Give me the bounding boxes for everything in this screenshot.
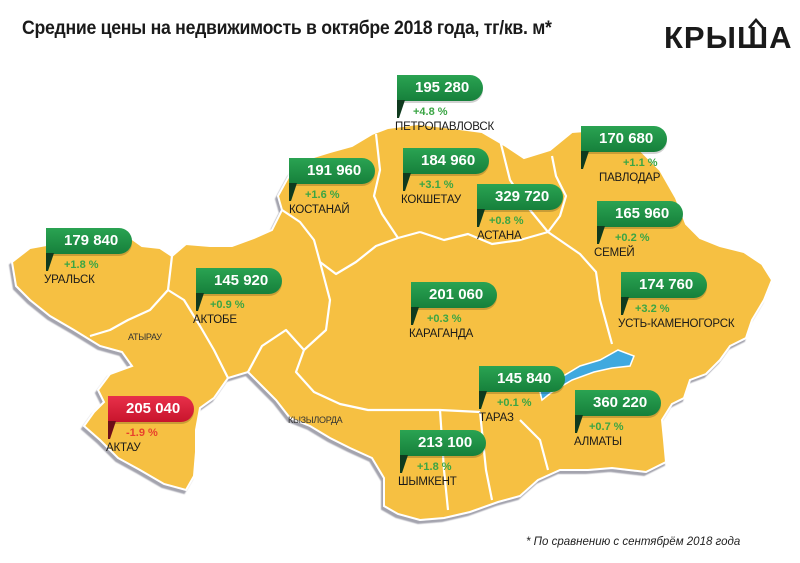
flag-pole-icon [581, 151, 589, 169]
price-change: -1.9 % [126, 427, 158, 439]
city-name: АКТОБЕ [193, 314, 237, 326]
city-name: КОСТАНАЙ [289, 204, 350, 216]
price-flag: 170 680 [581, 126, 668, 152]
price-flag: 184 960 [403, 148, 490, 174]
city-name: ПЕТРОПАВЛОВСК [395, 121, 494, 133]
city-name: АКТАУ [106, 442, 141, 454]
flag-pole-icon [397, 100, 405, 118]
flag-pole-icon [400, 455, 408, 473]
flag-pole-icon [46, 253, 54, 271]
price-change: +0.7 % [589, 421, 624, 433]
price-change: +0.3 % [427, 313, 462, 325]
flag-pole-icon [196, 293, 204, 311]
price-flag: 360 220 [575, 390, 662, 416]
country-outline [10, 122, 774, 522]
price-change: +0.9 % [210, 299, 245, 311]
city-name: УРАЛЬСК [44, 274, 95, 286]
price-change: +3.1 % [419, 179, 454, 191]
logo-text: КРЫША [664, 20, 793, 55]
price-change: +1.8 % [417, 461, 452, 473]
flag-pole-icon [597, 226, 605, 244]
lake-balkhash [539, 349, 635, 402]
city-name: КОКШЕТАУ [401, 194, 461, 206]
price-flag: 145 840 [479, 366, 566, 392]
price-change: +0.2 % [615, 232, 650, 244]
price-flag: 201 060 [411, 282, 498, 308]
map-title: Средние цены на недвижимость в октябре 2… [22, 18, 552, 39]
flag-pole-icon [289, 183, 297, 201]
flag-pole-icon [403, 173, 411, 191]
region-borders [89, 133, 614, 511]
price-flag: 329 720 [477, 184, 564, 210]
krysha-logo: КРЫША [664, 14, 793, 55]
city-name: АЛМАТЫ [574, 436, 622, 448]
price-flag: 145 920 [196, 268, 283, 294]
price-flag: 195 280 [397, 75, 484, 101]
price-flag: 174 760 [621, 272, 708, 298]
flag-pole-icon [479, 391, 487, 409]
region-label-kyzylorda: КЫЗЫЛОРДА [288, 415, 343, 425]
price-change: +4.8 % [413, 106, 448, 118]
price-change: +3.2 % [635, 303, 670, 315]
region-label-atyrau: АТЫРАУ [128, 332, 162, 342]
city-name: КАРАГАНДА [409, 328, 474, 340]
flag-pole-icon [411, 307, 419, 325]
city-name: ПАВЛОДАР [599, 172, 661, 184]
price-flag: 213 100 [400, 430, 487, 456]
price-flag: 179 840 [46, 228, 133, 254]
flag-pole-icon [477, 209, 485, 227]
price-change: +0.1 % [497, 397, 532, 409]
city-name: ТАРАЗ [479, 412, 514, 424]
flag-pole-icon [621, 297, 629, 315]
flag-pole-icon [108, 421, 116, 439]
city-name: СЕМЕЙ [594, 247, 635, 259]
price-flag: 165 960 [597, 201, 684, 227]
footnote: * По сравнению с сентябрём 2018 года [526, 536, 741, 548]
price-flag: 205 040 [108, 396, 195, 422]
price-flag: 191 960 [289, 158, 376, 184]
price-change: +1.8 % [64, 259, 99, 271]
flag-pole-icon [575, 415, 583, 433]
city-name: УСТЬ-КАМЕНОГОРСК [618, 318, 735, 330]
price-change: +0.8 % [489, 215, 524, 227]
price-change: +1.6 % [305, 189, 340, 201]
roof-icon [748, 18, 764, 29]
city-name: АСТАНА [477, 230, 522, 242]
price-change: +1.1 % [623, 157, 658, 169]
city-name: ШЫМКЕНТ [398, 476, 457, 488]
